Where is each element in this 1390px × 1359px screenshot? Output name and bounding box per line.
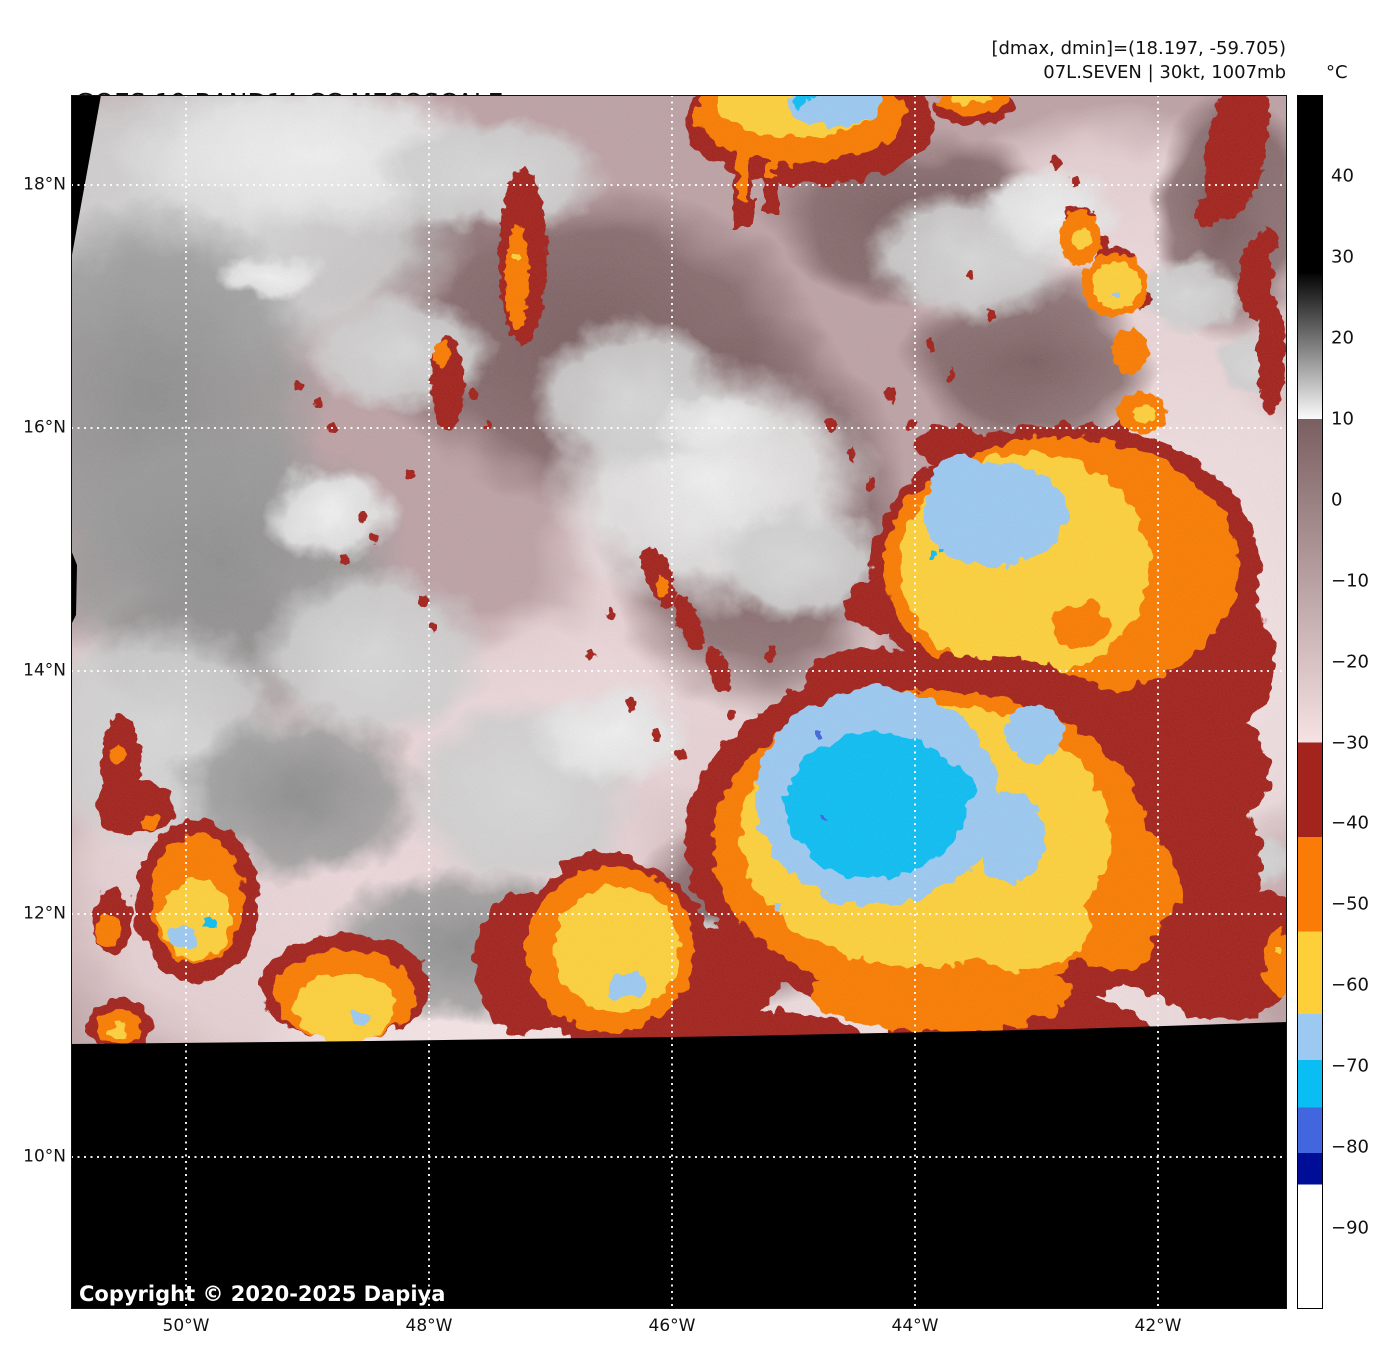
copyright-text: Copyright © 2020-2025 Dapiya (79, 1282, 445, 1306)
cb-tick-m20: −20 (1331, 651, 1369, 673)
x-tick-50w: 50°W (162, 1316, 210, 1336)
temperature-colorbar (1297, 95, 1323, 1309)
nodata-wedge-topleft (71, 95, 101, 255)
cb-tick-30: 30 (1331, 246, 1354, 268)
map-border (71, 95, 1287, 1309)
cb-tick-m70: −70 (1331, 1055, 1369, 1077)
dmax-dmin-text: [dmax, dmin]=(18.197, -59.705) (991, 38, 1286, 59)
y-tick-18n: 18°N (23, 174, 66, 195)
cb-tick-20: 20 (1331, 327, 1354, 349)
cb-tick-m80: −80 (1331, 1136, 1369, 1158)
y-tick-16n: 16°N (23, 417, 66, 438)
storm-info: [dmax, dmin]=(18.197, -59.705) 07L.SEVEN… (991, 37, 1286, 85)
x-tick-42w: 42°W (1134, 1316, 1182, 1336)
storm-id-text: 07L.SEVEN | 30kt, 1007mb (1043, 62, 1286, 83)
cb-tick-m40: −40 (1331, 812, 1369, 834)
graticule (71, 95, 1287, 1309)
map-imagery: Copyright © 2020-2025 Dapiya (71, 95, 1287, 1309)
satellite-map-area: Copyright © 2020-2025 Dapiya (71, 95, 1287, 1309)
cb-tick-m90: −90 (1331, 1217, 1369, 1239)
x-tick-48w: 48°W (405, 1316, 453, 1336)
satellite-map: Copyright © 2020-2025 Dapiya (71, 95, 1287, 1309)
cb-tick-0: 0 (1331, 489, 1343, 511)
x-tick-46w: 46°W (648, 1316, 696, 1336)
cb-tick-m60: −60 (1331, 974, 1369, 996)
cb-tick-m50: −50 (1331, 893, 1369, 915)
y-tick-10n: 10°N (23, 1146, 66, 1167)
colorbar-units-label: °C (1326, 62, 1348, 83)
cb-tick-10: 10 (1331, 408, 1354, 430)
y-tick-14n: 14°N (23, 660, 66, 681)
cb-tick-m30: −30 (1331, 732, 1369, 754)
nodata-sliver-left (71, 550, 77, 625)
y-tick-12n: 12°N (23, 903, 66, 924)
cb-tick-40: 40 (1331, 165, 1354, 187)
nodata-band-bottom (71, 1022, 1287, 1309)
x-tick-44w: 44°W (891, 1316, 939, 1336)
cb-tick-m10: −10 (1331, 570, 1369, 592)
